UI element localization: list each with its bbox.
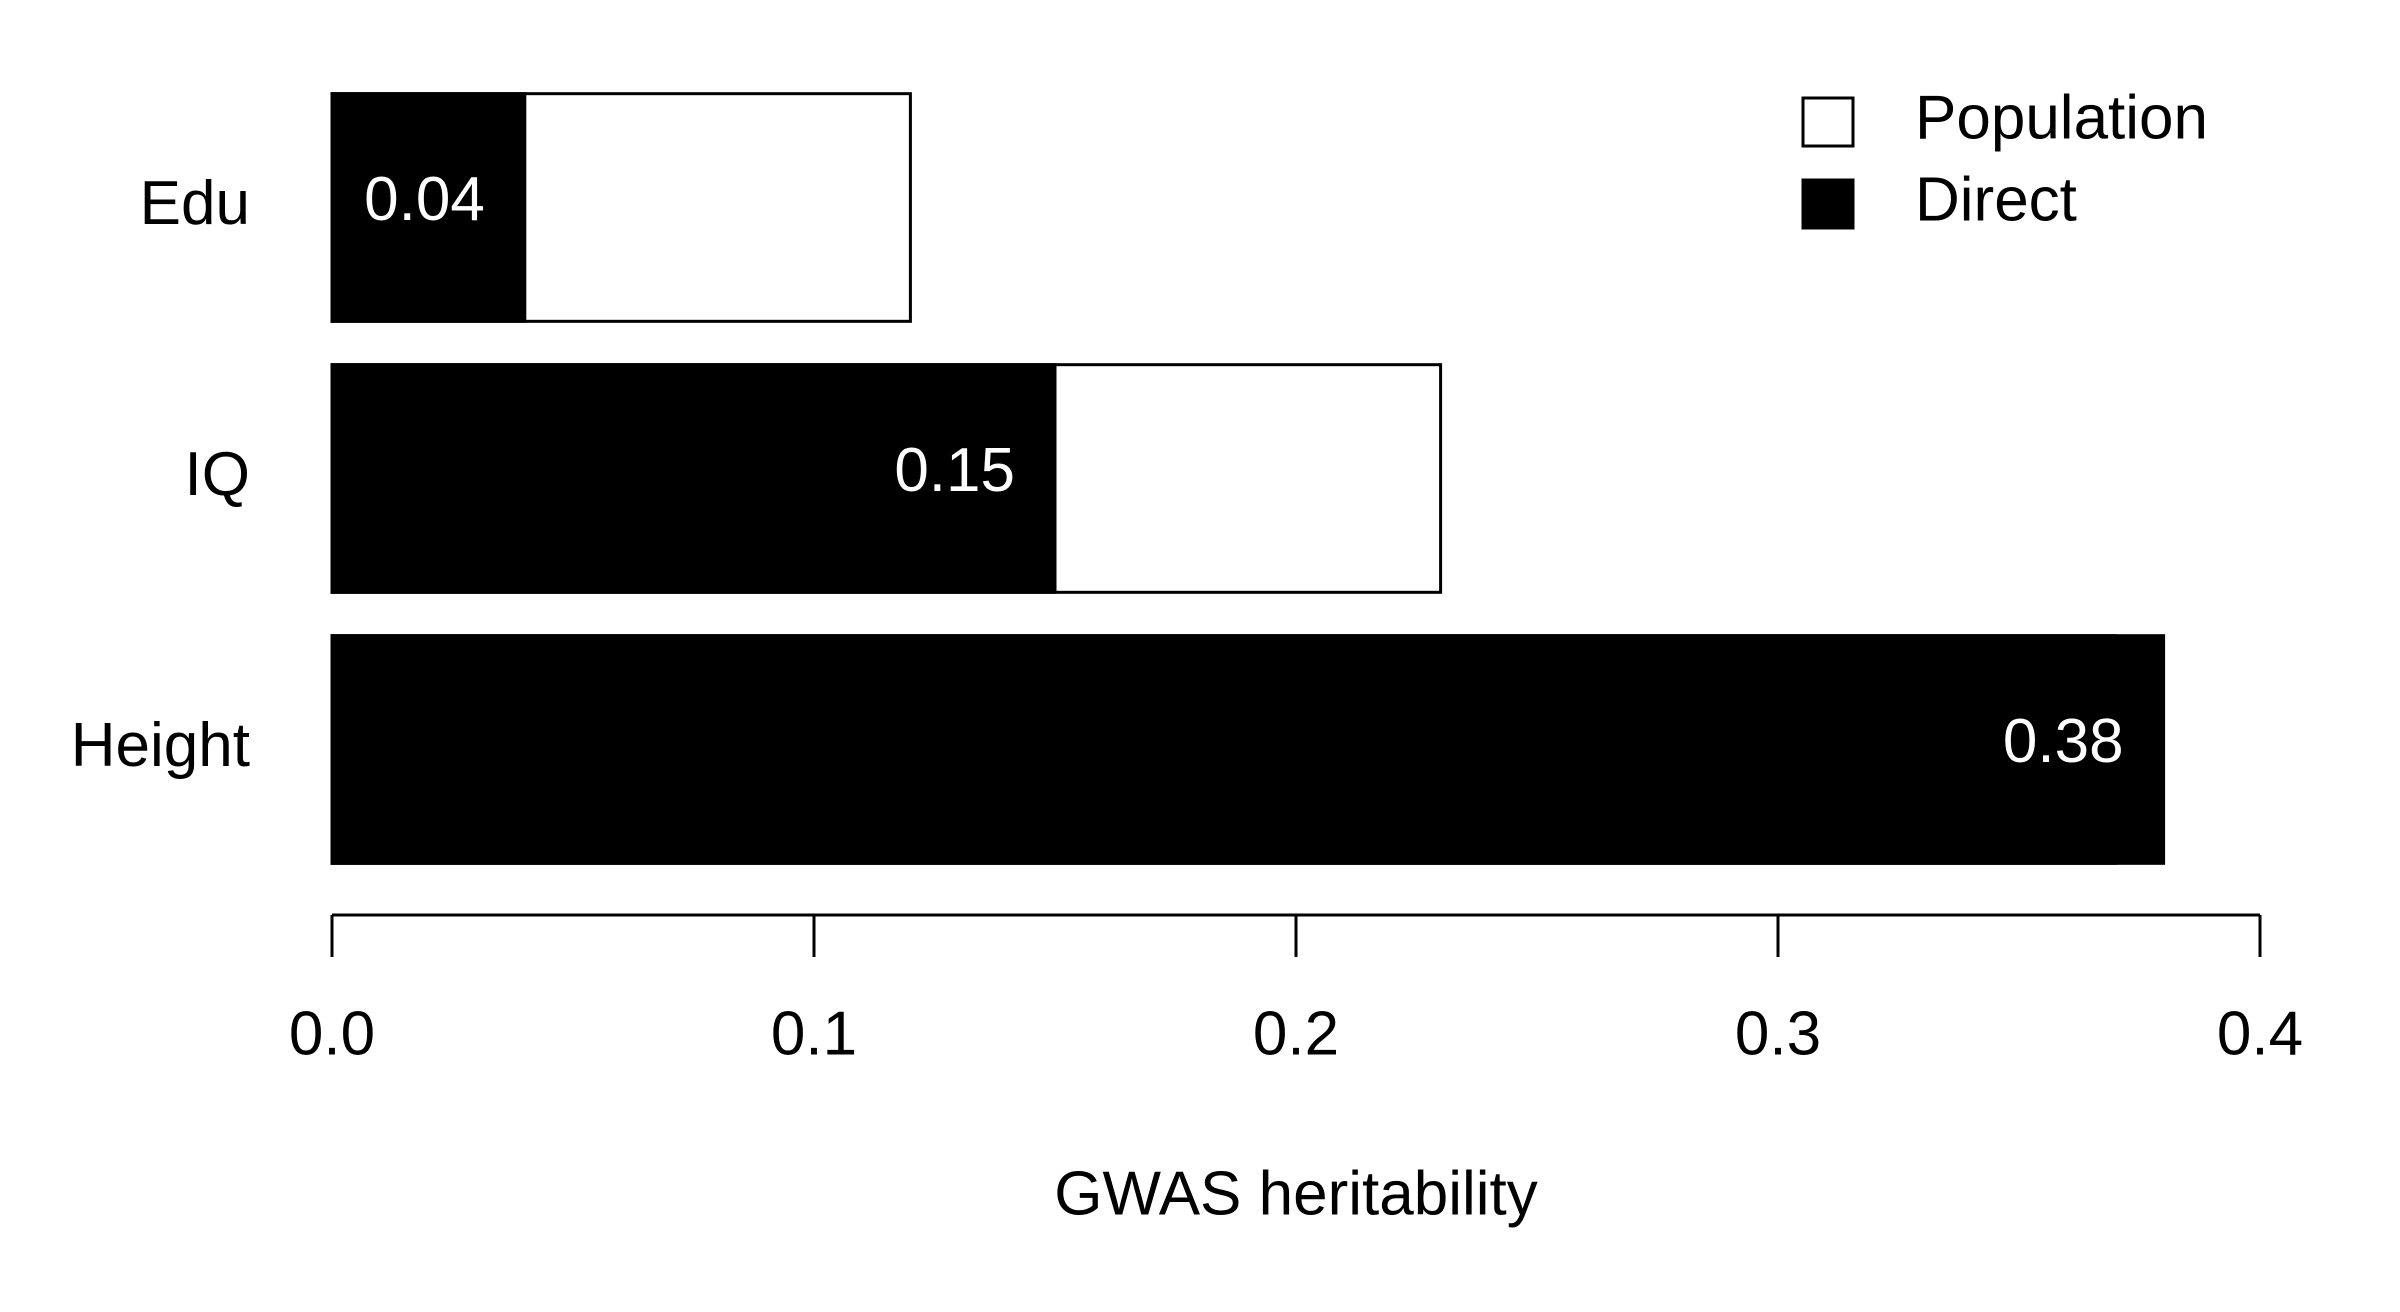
bar [330,92,527,323]
y-tick-label: IQ [185,440,250,509]
x-tick-label: 0.4 [2217,999,2303,1068]
legend-label: Direct [1915,165,2077,234]
legend-label: Population [1915,83,2208,152]
legend-swatch [1801,178,1855,230]
x-tick-label: 0.0 [289,999,375,1068]
y-tick-label: Height [71,711,250,780]
bar [330,363,1057,594]
x-tick-label: 0.2 [1253,999,1339,1068]
data-label: 0.04 [364,165,485,234]
x-tick-label: 0.1 [771,999,857,1068]
x-tick-label: 0.3 [1735,999,1821,1068]
bar [330,634,2166,865]
data-label: 0.15 [894,436,1015,505]
data-label: 0.38 [2003,707,2124,776]
y-tick-label: Edu [140,169,250,238]
x-axis-label: GWAS heritability [1054,1159,1538,1228]
legend-swatch [1801,96,1855,148]
